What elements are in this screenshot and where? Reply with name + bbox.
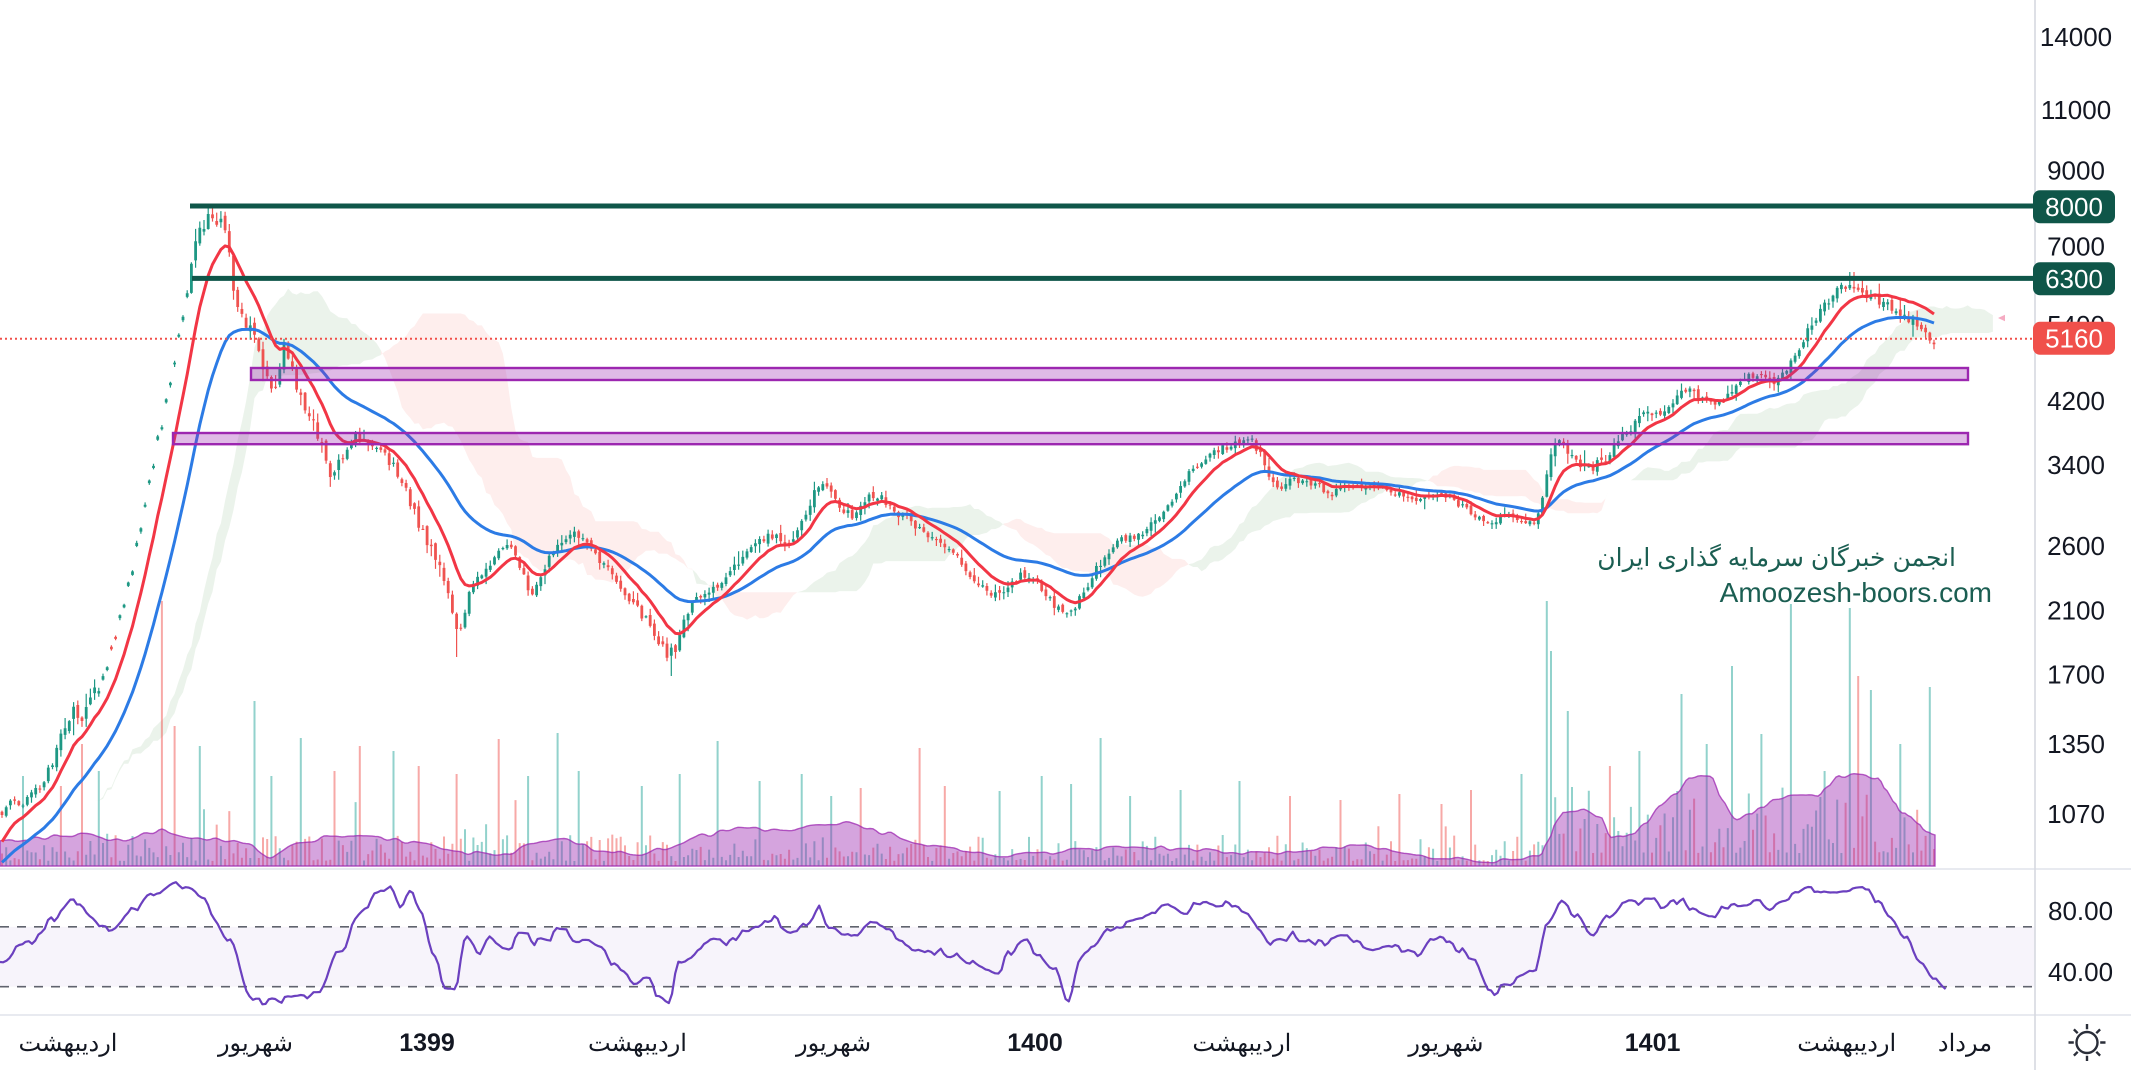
svg-text:اردیبهشت: اردیبهشت	[588, 1030, 687, 1057]
svg-text:5160: 5160	[2045, 323, 2103, 353]
svg-text:4200: 4200	[2047, 386, 2105, 416]
svg-text:1700: 1700	[2047, 659, 2105, 689]
svg-text:شهریور: شهریور	[795, 1030, 871, 1057]
svg-text:40.00: 40.00	[2048, 957, 2113, 987]
svg-text:شهریور: شهریور	[217, 1030, 293, 1057]
svg-text:1401: 1401	[1625, 1029, 1681, 1057]
svg-text:8000: 8000	[2045, 192, 2103, 222]
svg-text:1350: 1350	[2047, 729, 2105, 759]
svg-text:انجمن خبرگان سرمایه گذاری ایرا: انجمن خبرگان سرمایه گذاری ایران	[1597, 543, 1956, 573]
svg-text:1400: 1400	[1007, 1029, 1063, 1057]
svg-text:11000: 11000	[2041, 95, 2111, 125]
svg-text:7000: 7000	[2047, 232, 2105, 262]
svg-text:6300: 6300	[2045, 264, 2103, 294]
svg-text:14000: 14000	[2040, 22, 2112, 52]
svg-text:Amoozesh-boors.com: Amoozesh-boors.com	[1720, 577, 1992, 608]
svg-text:2600: 2600	[2047, 531, 2105, 561]
svg-text:شهریور: شهریور	[1407, 1030, 1483, 1057]
svg-text:2100: 2100	[2047, 595, 2105, 625]
svg-text:80.00: 80.00	[2048, 896, 2113, 926]
svg-text:9000: 9000	[2047, 156, 2105, 186]
svg-text:اردیبهشت: اردیبهشت	[19, 1030, 118, 1057]
svg-text:اردیبهشت: اردیبهشت	[1192, 1030, 1291, 1057]
svg-text:1399: 1399	[399, 1029, 455, 1057]
svg-text:1070: 1070	[2047, 799, 2105, 829]
svg-text:مرداد: مرداد	[1938, 1030, 1992, 1057]
svg-text:اردیبهشت: اردیبهشت	[1797, 1030, 1896, 1057]
svg-text:3400: 3400	[2047, 450, 2105, 480]
